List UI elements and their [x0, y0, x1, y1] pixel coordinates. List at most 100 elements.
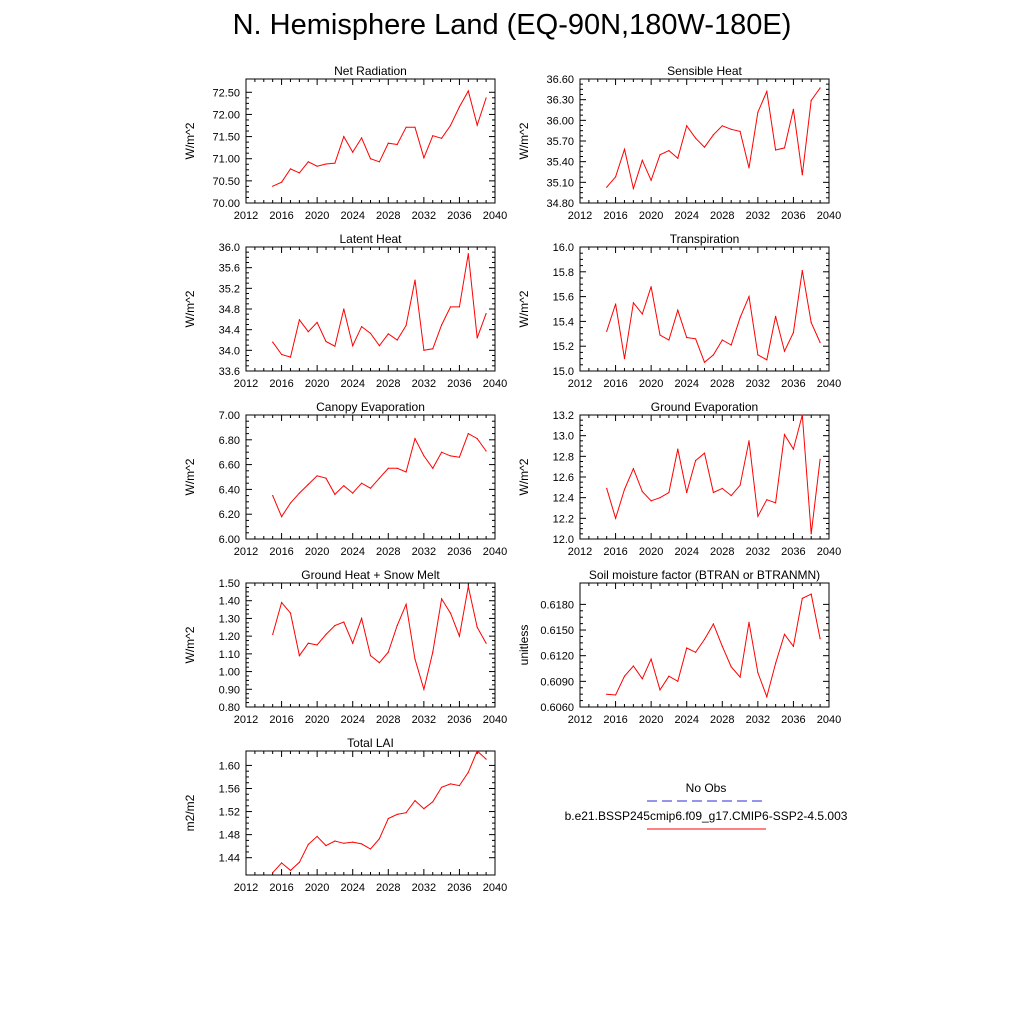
data-point [423, 157, 425, 159]
data-point [272, 872, 274, 874]
y-tick-label: 1.20 [219, 631, 240, 643]
data-point [343, 621, 345, 623]
x-tick-label: 2012 [234, 546, 258, 558]
data-point [615, 694, 617, 696]
data-point [361, 843, 363, 845]
data-point [606, 186, 608, 188]
x-tick-label: 2016 [269, 210, 293, 222]
plot-panel-3: 2012 2016 2020 2024 2028 2032 2036 2040 15.0 15.2… [517, 232, 841, 390]
data-point [668, 339, 670, 341]
data-point [441, 324, 443, 326]
data-point [623, 358, 626, 360]
x-tick-label: 2036 [781, 546, 805, 558]
x-tick-label: 2036 [781, 378, 805, 390]
y-tick-label: 34.8 [219, 304, 240, 316]
data-point [801, 597, 803, 600]
data-point [476, 337, 478, 339]
data-point [298, 655, 300, 657]
data-point [316, 165, 318, 167]
data-point [307, 161, 309, 163]
series-line [606, 87, 821, 191]
data-point [766, 499, 768, 501]
data-point [695, 459, 697, 462]
data-point [396, 467, 398, 469]
data-point [641, 313, 643, 315]
plot-panel-8: 2012 2016 2020 2024 2028 2032 2036 2040 1.44 1.48… [183, 736, 507, 894]
y-tick-label: 0.6150 [540, 625, 574, 637]
data-point [792, 448, 795, 450]
data-point [748, 167, 750, 169]
x-tick-label: 2024 [340, 378, 364, 390]
data-point [289, 168, 292, 170]
data-point [316, 475, 318, 477]
data-point [352, 642, 354, 644]
x-tick-label: 2016 [269, 714, 293, 726]
plot-title: Soil moisture factor (BTRAN or BTRANMN) [589, 568, 820, 582]
y-tick-label: 1.52 [219, 807, 240, 819]
data-point [414, 800, 416, 802]
data-point [659, 689, 661, 691]
y-tick-label: 15.4 [553, 316, 574, 328]
y-axis-label: unitless [517, 625, 531, 666]
data-point [695, 137, 697, 139]
data-point [783, 633, 786, 635]
data-point [668, 675, 670, 677]
x-tick-label: 2040 [483, 546, 507, 558]
plot-title: Net Radiation [334, 64, 407, 78]
x-tick-label: 2040 [817, 210, 841, 222]
data-point [458, 106, 460, 108]
series-line [272, 432, 487, 518]
data-point [819, 638, 821, 640]
data-point [361, 482, 363, 484]
data-point [792, 645, 795, 647]
data-point [369, 158, 372, 160]
data-point [476, 750, 478, 752]
data-point [325, 163, 327, 165]
data-point [819, 87, 821, 89]
data-point [615, 517, 617, 519]
x-tick-label: 2036 [447, 546, 471, 558]
series-line [272, 750, 487, 874]
x-tick-label: 2028 [376, 714, 400, 726]
y-tick-label: 34.80 [546, 198, 574, 210]
y-tick-label: 33.6 [219, 366, 240, 378]
x-tick-label: 2024 [340, 210, 364, 222]
data-point [703, 146, 706, 148]
data-point [467, 433, 469, 435]
x-tick-label: 2020 [639, 546, 663, 558]
x-tick-label: 2028 [710, 210, 734, 222]
x-tick-label: 2012 [234, 882, 258, 894]
data-point [298, 172, 300, 174]
data-point [272, 633, 274, 636]
series-line [272, 89, 487, 187]
x-tick-label: 2032 [412, 546, 436, 558]
x-tick-label: 2032 [746, 714, 770, 726]
data-point [289, 612, 292, 614]
y-tick-label: 71.00 [212, 154, 240, 166]
y-axis-label: W/m^2 [183, 290, 197, 327]
y-tick-label: 35.70 [546, 136, 574, 148]
data-point [677, 680, 679, 682]
plot-frame [579, 246, 830, 372]
x-tick-label: 2028 [376, 378, 400, 390]
data-point [289, 869, 292, 872]
data-point [712, 491, 715, 494]
data-point [632, 665, 635, 667]
data-point [476, 438, 478, 440]
data-point [485, 450, 487, 452]
data-point [298, 861, 300, 863]
x-tick-label: 2040 [817, 714, 841, 726]
data-point [458, 785, 460, 787]
x-tick-label: 2024 [674, 546, 698, 558]
data-point [369, 655, 372, 657]
y-tick-label: 15.0 [553, 366, 574, 378]
y-tick-label: 15.6 [553, 292, 574, 304]
plot-frame [579, 78, 830, 204]
data-point [748, 296, 750, 298]
x-tick-label: 2012 [234, 378, 258, 390]
data-point [325, 340, 327, 343]
series-line [606, 270, 821, 364]
data-point [414, 438, 416, 440]
data-point [378, 662, 380, 664]
data-point [449, 124, 452, 127]
